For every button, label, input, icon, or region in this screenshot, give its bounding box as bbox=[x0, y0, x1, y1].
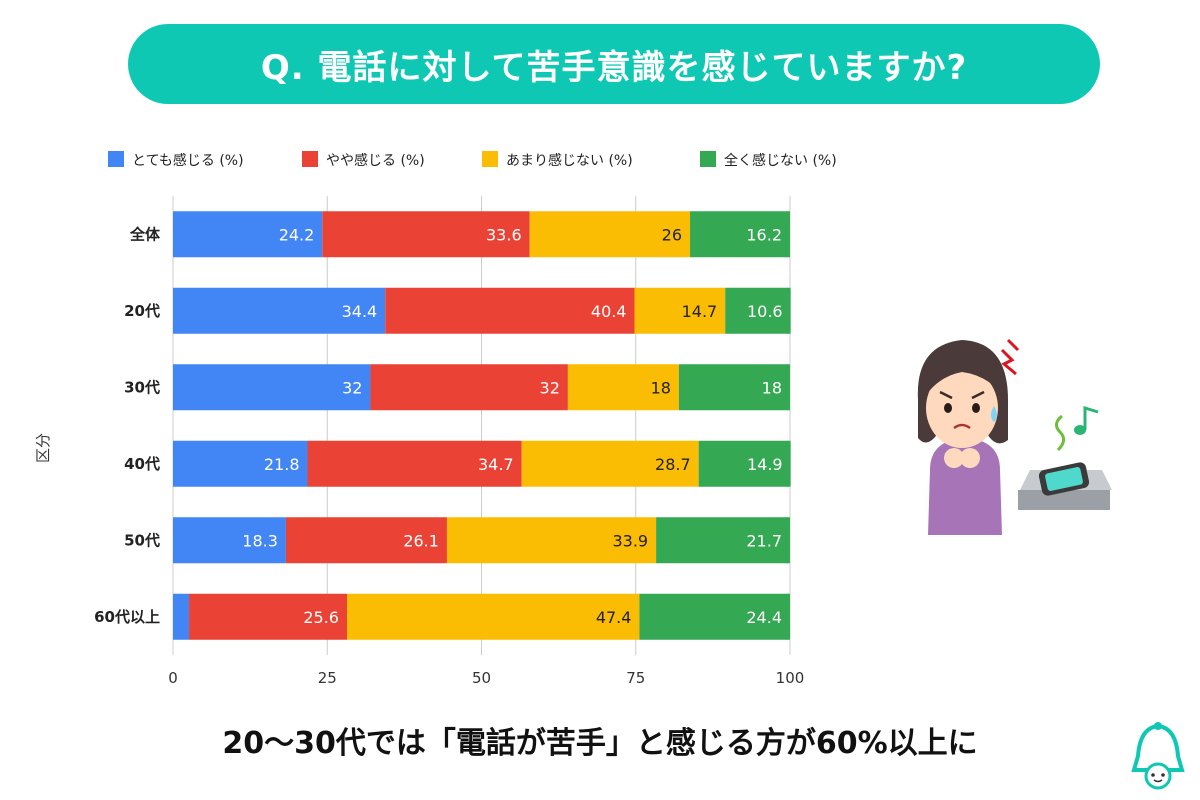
category-label: 40代 bbox=[124, 455, 160, 473]
legend-label: やや感じる (%) bbox=[326, 152, 425, 169]
data-label: 32 bbox=[540, 378, 560, 397]
x-tick-label: 25 bbox=[318, 669, 337, 687]
legend-swatch bbox=[482, 151, 498, 167]
bar-segment bbox=[656, 517, 790, 564]
bar-segment bbox=[307, 440, 522, 487]
data-label: 32 bbox=[342, 378, 362, 397]
bar-segment-cap bbox=[784, 517, 790, 564]
data-label: 14.9 bbox=[747, 455, 783, 474]
bell-character-logo-icon bbox=[1131, 722, 1185, 790]
data-label: 34.4 bbox=[342, 302, 378, 321]
legend-swatch bbox=[700, 151, 716, 167]
bar-segment bbox=[189, 593, 347, 640]
data-label: 21.7 bbox=[746, 531, 782, 550]
music-note-icon bbox=[1074, 405, 1099, 435]
legend-label: あまり感じない (%) bbox=[506, 152, 633, 169]
data-label: 33.6 bbox=[486, 225, 522, 244]
bar-segment bbox=[529, 211, 691, 258]
bar-segment bbox=[173, 364, 371, 411]
data-label: 33.9 bbox=[612, 531, 648, 550]
data-label: 25.6 bbox=[303, 608, 339, 627]
page-title: Q. 電話に対して苦手意識を感じていますか? bbox=[260, 47, 968, 88]
category-label: 50代 bbox=[124, 531, 160, 549]
data-label: 24.4 bbox=[746, 608, 782, 627]
bar-segment bbox=[521, 440, 699, 487]
bar-segment bbox=[725, 287, 791, 334]
data-label: 16.2 bbox=[746, 225, 782, 244]
data-label: 14.7 bbox=[682, 302, 718, 321]
bar-segment bbox=[173, 287, 386, 334]
data-label: 47.4 bbox=[596, 608, 632, 627]
bar-segment bbox=[698, 440, 791, 487]
anxious-woman-phone-ringing-icon bbox=[917, 338, 1112, 535]
data-label: 18 bbox=[762, 378, 782, 397]
bar-segment bbox=[285, 517, 447, 564]
category-label: 30代 bbox=[124, 378, 160, 396]
caption: 20〜30代では「電話が苦手」と感じる方が60%以上に bbox=[222, 726, 978, 761]
bar-segment bbox=[322, 211, 530, 258]
bar-segment bbox=[173, 517, 286, 564]
bar-segment bbox=[385, 287, 635, 334]
data-label: 28.7 bbox=[655, 455, 691, 474]
data-label: 21.8 bbox=[264, 455, 300, 474]
title-banner: Q. 電話に対して苦手意識を感じていますか? bbox=[128, 24, 1100, 104]
data-label: 24.2 bbox=[279, 225, 315, 244]
y-axis-label: 区分 bbox=[34, 433, 52, 463]
x-tick-label: 0 bbox=[168, 669, 178, 687]
category-label: 60代以上 bbox=[94, 608, 160, 626]
category-label: 全体 bbox=[129, 225, 161, 243]
bar-segment-cap bbox=[784, 593, 790, 640]
bar-segment bbox=[446, 517, 657, 564]
bar-segment bbox=[173, 440, 308, 487]
legend-swatch bbox=[302, 151, 318, 167]
bar-segment-cap bbox=[784, 211, 790, 258]
bar-segment-cap bbox=[784, 440, 791, 487]
bar-segment bbox=[690, 211, 790, 258]
data-label: 26.1 bbox=[403, 531, 439, 550]
data-label: 18.3 bbox=[242, 531, 278, 550]
x-tick-label: 50 bbox=[472, 669, 491, 687]
bar-segment bbox=[567, 364, 679, 411]
data-label: 10.6 bbox=[747, 302, 783, 321]
legend-swatch bbox=[108, 151, 124, 167]
bar-segment bbox=[639, 593, 790, 640]
data-label: 18 bbox=[651, 378, 671, 397]
bar-segment bbox=[173, 593, 190, 640]
data-label: 34.7 bbox=[478, 455, 514, 474]
bar-segment-cap bbox=[784, 287, 791, 334]
x-tick-label: 100 bbox=[776, 669, 805, 687]
legend-label: とても感じる (%) bbox=[132, 152, 244, 169]
data-label: 26 bbox=[662, 225, 682, 244]
data-label: 40.4 bbox=[591, 302, 627, 321]
x-tick-label: 75 bbox=[626, 669, 645, 687]
bar-segment bbox=[634, 287, 726, 334]
bar-segment bbox=[173, 211, 323, 258]
bar-segment-cap bbox=[784, 364, 790, 411]
bar-segment bbox=[346, 593, 640, 640]
legend-label: 全く感じない (%) bbox=[724, 152, 837, 169]
category-label: 20代 bbox=[124, 302, 160, 320]
bar-segment bbox=[370, 364, 568, 411]
bar-segment bbox=[678, 364, 790, 411]
